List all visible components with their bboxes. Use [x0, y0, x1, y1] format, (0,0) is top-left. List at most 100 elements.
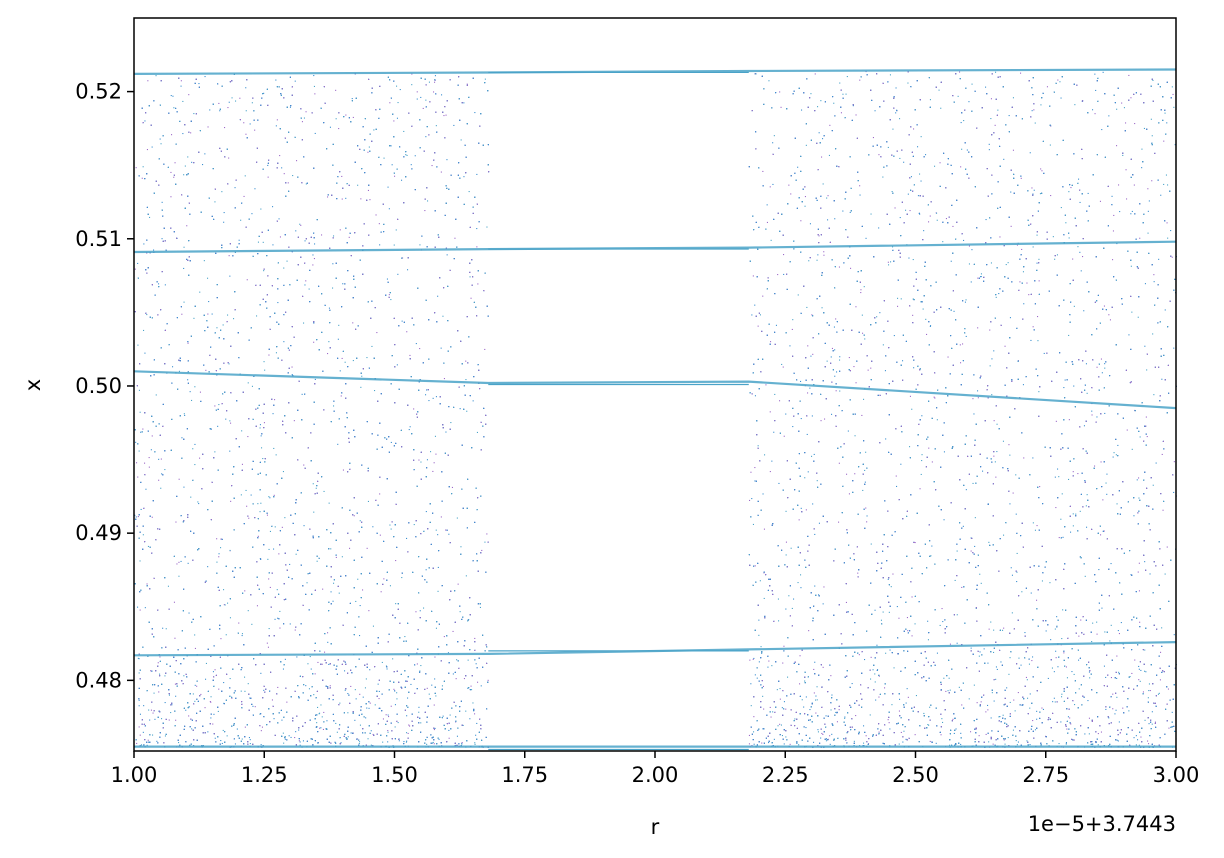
scatter-point — [1068, 334, 1070, 336]
scatter-point — [888, 611, 890, 613]
scatter-point — [182, 133, 184, 135]
scatter-point — [889, 728, 891, 730]
scatter-point — [139, 560, 141, 562]
scatter-point — [770, 716, 772, 718]
scatter-point — [902, 360, 904, 362]
scatter-point — [477, 681, 479, 683]
scatter-point — [1139, 621, 1141, 623]
scatter-point — [816, 259, 818, 261]
scatter-point — [905, 738, 907, 740]
scatter-point — [865, 237, 867, 239]
scatter-point — [312, 254, 314, 256]
scatter-point — [943, 519, 945, 521]
scatter-point — [882, 344, 884, 346]
scatter-point — [238, 622, 240, 624]
scatter-point — [880, 619, 882, 621]
scatter-point — [272, 206, 274, 208]
scatter-point — [374, 390, 376, 392]
scatter-point — [805, 727, 807, 729]
scatter-point — [897, 305, 899, 307]
scatter-point — [1103, 530, 1105, 532]
scatter-point — [1139, 680, 1141, 682]
scatter-point — [792, 319, 794, 321]
scatter-point — [469, 718, 471, 720]
scatter-point — [1029, 744, 1031, 746]
scatter-point — [1116, 677, 1118, 679]
scatter-point — [1017, 692, 1019, 694]
scatter-point — [779, 400, 781, 402]
scatter-point — [433, 462, 435, 464]
scatter-point — [281, 526, 283, 528]
scatter-point — [445, 431, 447, 433]
scatter-point — [980, 276, 982, 278]
scatter-point — [290, 736, 292, 738]
scatter-point — [437, 566, 439, 568]
scatter-point — [821, 156, 823, 158]
scatter-point — [998, 293, 1000, 295]
scatter-point — [207, 566, 209, 568]
scatter-point — [887, 719, 889, 721]
scatter-point — [914, 734, 916, 736]
scatter-point — [811, 455, 813, 457]
scatter-point — [1161, 627, 1163, 629]
scatter-point — [782, 366, 784, 368]
scatter-point — [340, 742, 342, 744]
scatter-point — [1092, 109, 1094, 111]
scatter-point — [834, 375, 836, 377]
scatter-point — [801, 109, 803, 111]
scatter-point — [842, 210, 844, 212]
scatter-point — [1118, 721, 1120, 723]
scatter-point — [263, 92, 265, 94]
scatter-point — [413, 408, 415, 410]
scatter-point — [768, 742, 770, 744]
scatter-point — [838, 266, 840, 268]
scatter-point — [991, 692, 993, 694]
scatter-point — [268, 578, 270, 580]
scatter-point — [254, 706, 256, 708]
scatter-point — [1031, 660, 1033, 662]
scatter-point — [779, 688, 781, 690]
scatter-point — [1009, 454, 1011, 456]
scatter-point — [447, 652, 449, 654]
scatter-point — [799, 683, 801, 685]
scatter-point — [244, 590, 246, 592]
scatter-point — [211, 313, 213, 315]
scatter-point — [769, 186, 771, 188]
scatter-point — [1047, 677, 1049, 679]
scatter-point — [408, 429, 410, 431]
scatter-point — [839, 356, 841, 358]
scatter-point — [425, 136, 427, 138]
scatter-point — [895, 87, 897, 89]
scatter-point — [809, 387, 811, 389]
scatter-point — [1056, 616, 1058, 618]
scatter-point — [442, 315, 444, 317]
scatter-point — [892, 573, 894, 575]
scatter-point — [382, 741, 384, 743]
scatter-point — [214, 405, 216, 407]
scatter-point — [216, 327, 218, 329]
scatter-point — [272, 413, 274, 415]
scatter-point — [978, 655, 980, 657]
scatter-point — [834, 349, 836, 351]
scatter-point — [829, 735, 831, 737]
scatter-point — [854, 473, 856, 475]
scatter-point — [800, 587, 802, 589]
scatter-point — [1115, 454, 1117, 456]
scatter-point — [261, 447, 263, 449]
scatter-point — [1140, 669, 1142, 671]
scatter-point — [1055, 657, 1057, 659]
scatter-point — [874, 110, 876, 112]
scatter-point — [194, 700, 196, 702]
scatter-point — [993, 420, 995, 422]
scatter-point — [960, 122, 962, 124]
scatter-point — [892, 128, 894, 130]
scatter-point — [276, 119, 278, 121]
scatter-point — [1054, 258, 1056, 260]
scatter-point — [988, 628, 990, 630]
scatter-point — [1061, 693, 1063, 695]
scatter-point — [1032, 457, 1034, 459]
scatter-point — [1119, 211, 1121, 213]
scatter-point — [455, 744, 457, 746]
scatter-point — [139, 734, 141, 736]
